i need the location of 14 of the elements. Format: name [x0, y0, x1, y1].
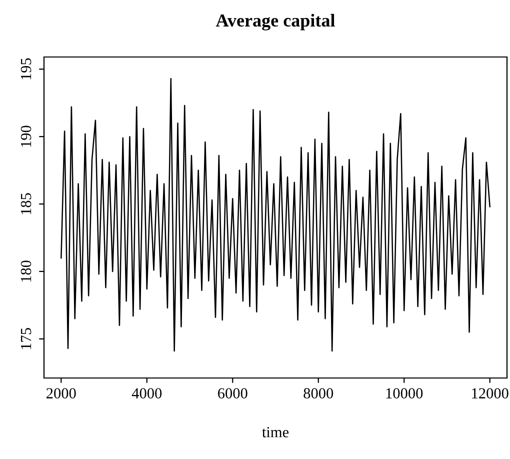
y-tick-label: 175: [20, 328, 32, 349]
x-tick-label: 8000: [304, 388, 334, 398]
x-tick-label: 10000: [386, 388, 423, 398]
y-tick-label: 195: [20, 58, 32, 80]
y-tick-label: 190: [20, 126, 32, 147]
x-tick-label: 4000: [132, 388, 162, 398]
x-tick-label: 2000: [46, 388, 76, 398]
x-tick-label: 12000: [472, 388, 508, 398]
line-series: [60, 78, 490, 352]
x-tick-label: 6000: [218, 388, 248, 398]
y-tick-label: 180: [20, 260, 32, 282]
chart-title: Average capital: [216, 14, 335, 30]
x-axis-title: time: [262, 427, 289, 438]
y-tick-label: 185: [20, 193, 32, 214]
